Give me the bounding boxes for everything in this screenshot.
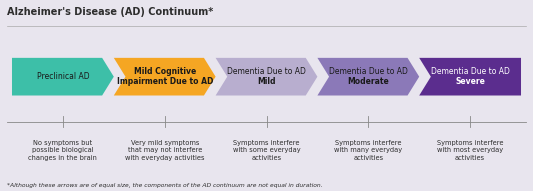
Text: Moderate: Moderate xyxy=(348,77,389,87)
Text: No symptoms but
possible biological
changes in the brain: No symptoms but possible biological chan… xyxy=(28,140,98,161)
Text: Mild Cognitive: Mild Cognitive xyxy=(134,67,196,76)
Text: Symptoms interfere
with many everyday
activities: Symptoms interfere with many everyday ac… xyxy=(334,140,402,161)
Text: Preclinical AD: Preclinical AD xyxy=(37,72,89,81)
Polygon shape xyxy=(317,58,419,96)
Text: Alzheimer's Disease (AD) Continuum*: Alzheimer's Disease (AD) Continuum* xyxy=(7,7,213,17)
Text: Dementia Due to AD: Dementia Due to AD xyxy=(431,67,510,76)
Text: Symptoms interfere
with some everyday
activities: Symptoms interfere with some everyday ac… xyxy=(233,140,300,161)
Polygon shape xyxy=(114,58,216,96)
Text: Dementia Due to AD: Dementia Due to AD xyxy=(329,67,408,76)
Text: Severe: Severe xyxy=(455,77,485,87)
Text: Impairment Due to AD: Impairment Due to AD xyxy=(117,77,213,87)
Text: Mild: Mild xyxy=(257,77,276,87)
Text: Very mild symptoms
that may not interfere
with everyday activities: Very mild symptoms that may not interfer… xyxy=(125,140,205,161)
Text: Dementia Due to AD: Dementia Due to AD xyxy=(227,67,306,76)
Text: *Although these arrows are of equal size, the components of the AD continuum are: *Although these arrows are of equal size… xyxy=(7,183,322,188)
Polygon shape xyxy=(12,58,114,96)
Polygon shape xyxy=(419,58,521,96)
Polygon shape xyxy=(216,58,317,96)
Text: Symptoms interfere
with most everyday
activities: Symptoms interfere with most everyday ac… xyxy=(437,140,503,161)
